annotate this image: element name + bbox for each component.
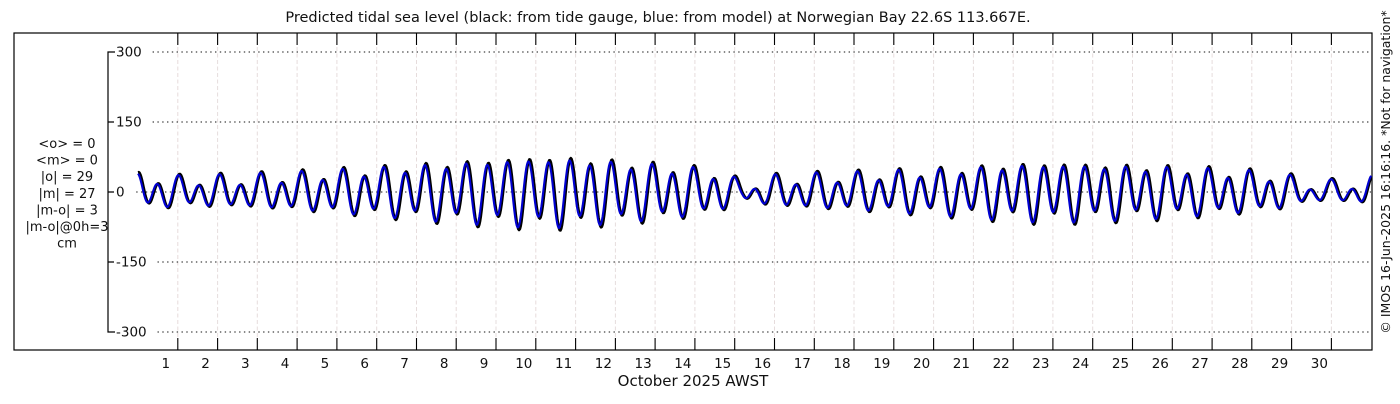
stat-mean-model: <m> = 0 [36, 154, 98, 169]
y-tick-label: -150 [116, 255, 147, 271]
stat-abs-diff: |m-o| = 3 [36, 203, 98, 218]
day-label: 14 [674, 356, 691, 372]
day-label: 16 [754, 356, 771, 372]
day-label: 19 [873, 356, 890, 372]
y-tick-label: 300 [116, 45, 142, 61]
stat-abs-diff-0h: |m-o|@0h=3 [26, 220, 109, 235]
day-label: 13 [635, 356, 652, 372]
day-label: 18 [833, 356, 850, 372]
stat-mean-obs: <o> = 0 [38, 137, 95, 152]
day-label: 2 [201, 356, 210, 372]
day-tick-marks [177, 33, 1332, 350]
copyright-watermark: © IMOS 16-Jun-2025 16:16:16. *Not for na… [1378, 10, 1393, 333]
day-label: 20 [913, 356, 930, 372]
day-label: 11 [555, 356, 572, 372]
stat-units: cm [57, 237, 77, 252]
day-label: 12 [595, 356, 612, 372]
day-label: 26 [1152, 356, 1169, 372]
horizontal-dotted-gridlines [136, 51, 1371, 333]
day-label: 24 [1072, 356, 1089, 372]
day-label: 17 [794, 356, 811, 372]
day-label: 8 [440, 356, 449, 372]
day-label: 7 [400, 356, 409, 372]
day-label: 6 [360, 356, 369, 372]
y-tick-label: -300 [116, 325, 147, 341]
day-label: 5 [321, 356, 330, 372]
day-label: 23 [1032, 356, 1049, 372]
y-axis-bracket [107, 51, 115, 333]
day-label: 4 [281, 356, 290, 372]
stat-abs-obs: |o| = 29 [41, 170, 93, 185]
day-label: 22 [993, 356, 1010, 372]
y-tick-label: 0 [116, 185, 125, 201]
stats-block: <o> = 0 <m> = 0 |o| = 29 |m| = 27 |m-o| … [26, 137, 109, 252]
day-label: 28 [1231, 356, 1248, 372]
stat-abs-model: |m| = 27 [38, 187, 95, 202]
day-label: 21 [953, 356, 970, 372]
day-label: 30 [1311, 356, 1328, 372]
vertical-day-gridlines [177, 34, 1332, 349]
day-label: 15 [714, 356, 731, 372]
day-label: 25 [1112, 356, 1129, 372]
x-axis-title: October 2025 AWST [618, 372, 770, 390]
model-series-line [137, 159, 1372, 230]
day-label: 3 [241, 356, 250, 372]
plot-border [13, 32, 1373, 351]
tide-gauge-series-line [137, 156, 1372, 232]
day-label: 10 [515, 356, 532, 372]
y-tick-label: 150 [116, 115, 142, 131]
chart-title: Predicted tidal sea level (black: from t… [285, 10, 1030, 26]
day-label: 27 [1192, 356, 1209, 372]
y-axis-labels: 300 150 0 -150 -300 [116, 45, 147, 341]
day-label: 1 [162, 356, 171, 372]
day-label: 29 [1271, 356, 1288, 372]
x-axis-day-labels: 1 2 3 4 5 6 7 8 9 10 11 12 13 14 15 16 17 18 19 20 21 22 23 24 2… [162, 356, 1328, 372]
day-label: 9 [480, 356, 489, 372]
